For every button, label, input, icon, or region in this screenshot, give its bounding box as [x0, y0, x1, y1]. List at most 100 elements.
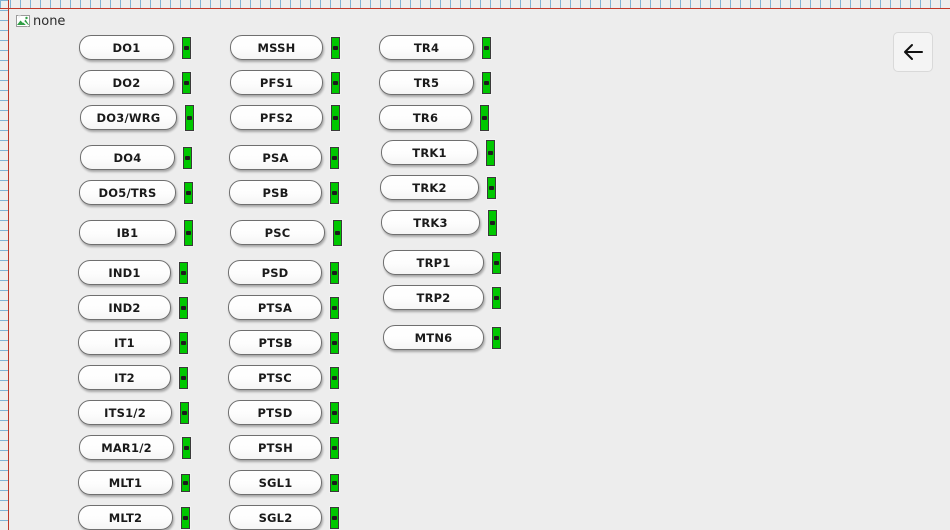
status-led-indicator[interactable] — [184, 219, 193, 246]
control-row: TRK3 — [369, 208, 501, 237]
status-led-indicator[interactable] — [330, 473, 339, 492]
status-led-indicator[interactable] — [492, 286, 501, 309]
status-led-indicator[interactable] — [330, 181, 339, 204]
status-led-indicator[interactable] — [185, 104, 194, 131]
status-led-indicator[interactable] — [488, 209, 497, 236]
button-column-3: TR4 TR5 TR6 TRK1 TRK2 TRK3 TRP1 TRP2 MTN6 — [369, 33, 501, 358]
panel-button-mlt2[interactable]: MLT2 — [78, 505, 173, 530]
status-led-indicator[interactable] — [482, 71, 491, 94]
panel-button-psc[interactable]: PSC — [230, 220, 325, 245]
control-row: MLT1 — [69, 468, 194, 497]
control-row: TRP2 — [369, 283, 501, 312]
panel-button-ptsd[interactable]: PTSD — [228, 400, 322, 425]
status-led-indicator[interactable] — [330, 436, 339, 459]
panel-button-pfs1[interactable]: PFS1 — [230, 70, 323, 95]
control-row: MAR1/2 — [69, 433, 194, 462]
status-led-indicator[interactable] — [182, 36, 191, 59]
panel-button-ptsb[interactable]: PTSB — [229, 330, 322, 355]
broken-image-placeholder: none — [15, 13, 65, 29]
control-row: DO4 — [69, 143, 194, 172]
panel-button-mtn6[interactable]: MTN6 — [383, 325, 484, 350]
status-led-indicator[interactable] — [183, 146, 192, 169]
ruler-top — [0, 0, 950, 8]
status-led-indicator[interactable] — [492, 251, 501, 274]
panel-button-trk3[interactable]: TRK3 — [381, 210, 480, 235]
panel-button-it1[interactable]: IT1 — [78, 330, 171, 355]
panel-button-tr5[interactable]: TR5 — [379, 70, 474, 95]
panel-button-psb[interactable]: PSB — [229, 180, 322, 205]
panel-button-trp2[interactable]: TRP2 — [383, 285, 484, 310]
panel-button-ptsh[interactable]: PTSH — [229, 435, 322, 460]
status-led-indicator[interactable] — [331, 36, 340, 59]
status-led-indicator[interactable] — [182, 71, 191, 94]
control-row: PTSD — [220, 398, 342, 427]
status-led-indicator[interactable] — [330, 506, 339, 529]
panel-button-its1-2[interactable]: ITS1/2 — [78, 400, 172, 425]
control-row: TRK1 — [369, 138, 501, 167]
status-led-indicator[interactable] — [331, 71, 340, 94]
status-led-indicator[interactable] — [181, 506, 190, 529]
panel-button-sgl1[interactable]: SGL1 — [229, 470, 322, 495]
control-row: IND1 — [69, 258, 194, 287]
status-led-indicator[interactable] — [333, 219, 342, 246]
status-led-indicator[interactable] — [179, 261, 188, 284]
status-led-indicator[interactable] — [184, 181, 193, 204]
control-row: PSB — [220, 178, 342, 207]
control-row: PTSB — [220, 328, 342, 357]
panel-button-trk2[interactable]: TRK2 — [380, 175, 479, 200]
status-led-indicator[interactable] — [179, 296, 188, 319]
control-row: SGL1 — [220, 468, 342, 497]
ruler-left — [0, 0, 8, 530]
status-led-indicator[interactable] — [330, 401, 339, 424]
panel-button-mlt1[interactable]: MLT1 — [78, 470, 173, 495]
status-led-indicator[interactable] — [482, 36, 491, 59]
status-led-indicator[interactable] — [487, 176, 496, 199]
control-row: DO1 — [69, 33, 194, 62]
status-led-indicator[interactable] — [330, 261, 339, 284]
status-led-indicator[interactable] — [179, 366, 188, 389]
panel-button-tr6[interactable]: TR6 — [379, 105, 472, 130]
status-led-indicator[interactable] — [486, 139, 495, 166]
panel-button-psd[interactable]: PSD — [228, 260, 322, 285]
back-button[interactable] — [893, 32, 933, 72]
control-row: DO3/WRG — [69, 103, 194, 132]
panel-button-do2[interactable]: DO2 — [79, 70, 174, 95]
status-led-indicator[interactable] — [181, 473, 190, 492]
panel-button-pfs2[interactable]: PFS2 — [230, 105, 323, 130]
status-led-indicator[interactable] — [480, 104, 489, 131]
status-led-indicator[interactable] — [180, 401, 189, 424]
status-led-indicator[interactable] — [330, 331, 339, 354]
control-row: IT2 — [69, 363, 194, 392]
control-row: IT1 — [69, 328, 194, 357]
panel-button-ptsa[interactable]: PTSA — [228, 295, 322, 320]
button-column-2: MSSH PFS1 PFS2 PSA PSB PSC PSD PTSA PTSB PTSC PTSD… — [220, 33, 342, 530]
status-led-indicator[interactable] — [182, 436, 191, 459]
control-row: PSD — [220, 258, 342, 287]
status-led-indicator[interactable] — [179, 331, 188, 354]
panel-button-psa[interactable]: PSA — [229, 145, 322, 170]
panel-button-sgl2[interactable]: SGL2 — [229, 505, 322, 530]
panel-button-do5-trs[interactable]: DO5/TRS — [79, 180, 176, 205]
arrow-left-icon — [902, 41, 924, 63]
panel-button-it2[interactable]: IT2 — [78, 365, 171, 390]
status-led-indicator[interactable] — [331, 104, 340, 131]
panel-button-ptsc[interactable]: PTSC — [228, 365, 322, 390]
panel-button-ind1[interactable]: IND1 — [78, 260, 171, 285]
panel-button-mar1-2[interactable]: MAR1/2 — [79, 435, 174, 460]
panel-button-do1[interactable]: DO1 — [79, 35, 174, 60]
panel-button-ib1[interactable]: IB1 — [79, 220, 176, 245]
status-led-indicator[interactable] — [330, 146, 339, 169]
control-row: PFS1 — [220, 68, 342, 97]
panel-button-do4[interactable]: DO4 — [80, 145, 175, 170]
panel-button-trp1[interactable]: TRP1 — [383, 250, 484, 275]
status-led-indicator[interactable] — [330, 366, 339, 389]
panel-button-tr4[interactable]: TR4 — [379, 35, 474, 60]
panel-button-trk1[interactable]: TRK1 — [381, 140, 478, 165]
panel-button-mssh[interactable]: MSSH — [230, 35, 323, 60]
status-led-indicator[interactable] — [330, 296, 339, 319]
control-row: PTSA — [220, 293, 342, 322]
control-row: TR4 — [369, 33, 501, 62]
status-led-indicator[interactable] — [492, 326, 501, 349]
panel-button-do3-wrg[interactable]: DO3/WRG — [80, 105, 177, 130]
panel-button-ind2[interactable]: IND2 — [78, 295, 171, 320]
